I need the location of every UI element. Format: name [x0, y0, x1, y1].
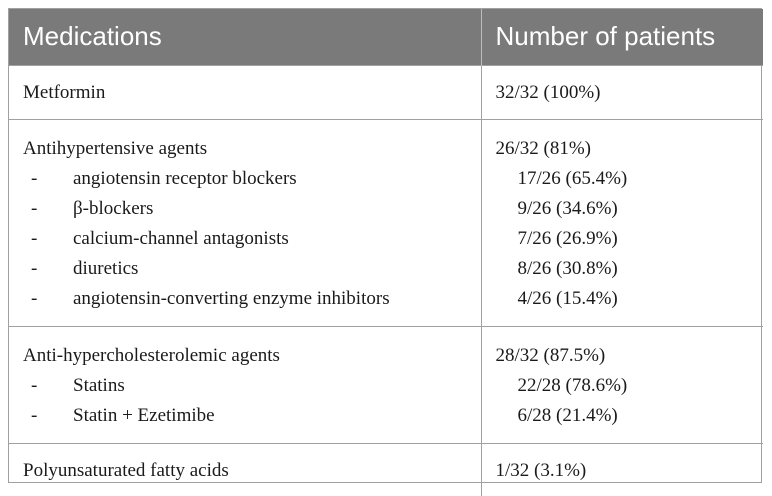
bullet-dash: - — [31, 404, 38, 426]
table-row-anti-hypercholesterolemic: Anti-hypercholesterolemic agents - Statin… — [9, 325, 763, 443]
medication-cell: Polyunsaturated fatty acids — [9, 442, 481, 496]
sub-patients-value: 17/26 (65.4%) — [517, 167, 628, 189]
sub-medication-item: - Statins — [23, 371, 481, 401]
medication-name: Metformin — [23, 81, 106, 103]
sub-medication-item: - β-blockers — [23, 194, 481, 224]
medication-name: Polyunsaturated fatty acids — [23, 459, 229, 481]
patients-value: 26/32 (81%) — [495, 137, 592, 159]
medications-table: Medications Number of patients Metformin… — [9, 9, 763, 496]
sub-patients-value: 7/26 (26.9%) — [517, 227, 618, 249]
sub-medication-name: calcium-channel antagonists — [73, 227, 289, 249]
patients-cell: 1/32 (3.1%) — [480, 442, 763, 496]
bullet-dash: - — [31, 257, 38, 279]
sub-medication-item: - angiotensin receptor blockers — [23, 164, 481, 194]
table-row-polyunsaturated-fatty-acids: Polyunsaturated fatty acids 1/32 (3.1%) — [9, 442, 763, 496]
sub-medication-item: - calcium-channel antagonists — [23, 224, 481, 254]
sub-medication-name: Statins — [73, 374, 125, 396]
sub-medication-name: diuretics — [73, 257, 139, 279]
header-number-of-patients: Number of patients — [480, 9, 763, 65]
patients-cell: 26/32 (81%) 17/26 (65.4%) 9/26 (34.6%) 7… — [480, 118, 763, 326]
medication-name: Antihypertensive agents — [23, 137, 208, 159]
sub-medication-name: β-blockers — [73, 197, 154, 219]
sub-medication-item: - Statin + Ezetimibe — [23, 401, 481, 431]
patients-cell: 32/32 (100%) — [480, 64, 763, 119]
patients-cell: 28/32 (87.5%) 22/28 (78.6%) 6/28 (21.4%) — [480, 325, 763, 443]
table-header-row: Medications Number of patients — [9, 9, 763, 65]
bullet-dash: - — [31, 227, 38, 249]
bullet-dash: - — [31, 287, 38, 309]
sub-medication-item: - diuretics — [23, 254, 481, 284]
medication-cell: Anti-hypercholesterolemic agents - Statin… — [9, 325, 481, 443]
patients-value: 28/32 (87.5%) — [495, 344, 606, 366]
medications-table-container: Medications Number of patients Metformin… — [8, 8, 763, 496]
patients-value: 1/32 (3.1%) — [495, 459, 587, 481]
sub-patients-value: 9/26 (34.6%) — [517, 197, 618, 219]
sub-medication-name: angiotensin receptor blockers — [73, 167, 297, 189]
bullet-dash: - — [31, 374, 38, 396]
header-medications: Medications — [23, 21, 162, 52]
medication-cell: Metformin — [9, 64, 481, 119]
sub-patients-value: 4/26 (15.4%) — [517, 287, 618, 309]
sub-medication-name: Statin + Ezetimibe — [73, 404, 215, 426]
medication-cell: Antihypertensive agents - angiotensin rec… — [9, 118, 481, 326]
bullet-dash: - — [31, 197, 38, 219]
sub-medication-item: - angiotensin-converting enzyme inhibitor… — [23, 284, 481, 314]
patients-value: 32/32 (100%) — [495, 81, 601, 103]
medication-name: Anti-hypercholesterolemic agents — [23, 344, 280, 366]
sub-patients-value: 6/28 (21.4%) — [517, 404, 618, 426]
table-row-antihypertensive: Antihypertensive agents - angiotensin rec… — [9, 118, 763, 326]
bullet-dash: - — [31, 167, 38, 189]
table-row-metformin: Metformin 32/32 (100%) — [9, 64, 763, 119]
sub-patients-value: 22/28 (78.6%) — [517, 374, 628, 396]
sub-patients-value: 8/26 (30.8%) — [517, 257, 618, 279]
sub-medication-name: angiotensin-converting enzyme inhibitors — [73, 287, 390, 309]
